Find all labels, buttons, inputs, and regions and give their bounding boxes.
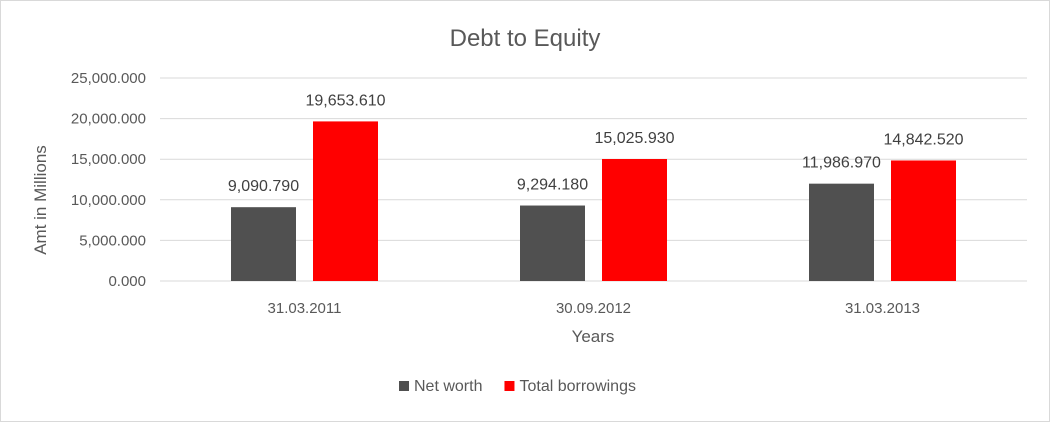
legend-swatch (399, 381, 409, 391)
legend: Net worth Total borrowings (399, 378, 636, 395)
chart-title: Debt to Equity (450, 25, 601, 52)
bar (891, 160, 956, 281)
bars (231, 121, 956, 281)
legend-swatch (504, 381, 515, 391)
bar (809, 183, 874, 281)
bar (520, 205, 585, 281)
y-tick-label: 25,000.000 (71, 70, 146, 87)
gridlines (160, 77, 1027, 282)
x-axis-ticks: 31.03.2011 30.09.2012 31.03.2013 (268, 300, 921, 317)
legend-label: Total borrowings (519, 378, 636, 395)
data-label: 15,025.930 (594, 130, 674, 147)
y-tick-label: 20,000.000 (71, 111, 146, 128)
y-tick-label: 5,000.000 (79, 232, 146, 249)
x-axis-title: Years (572, 327, 615, 346)
y-tick-label: 10,000.000 (71, 192, 146, 209)
x-tick-label: 30.09.2012 (556, 300, 631, 317)
x-tick-label: 31.03.2013 (845, 300, 920, 317)
bar (231, 207, 296, 281)
y-tick-label: 15,000.000 (71, 151, 146, 168)
data-label: 14,842.520 (883, 131, 963, 148)
y-axis-ticks: 0.000 5,000.000 10,000.000 15,000.000 20,000… (71, 70, 146, 290)
data-labels: 9,090.790 19,653.610 9,294.180 15,025.930 11… (228, 92, 964, 195)
x-tick-label: 31.03.2011 (268, 300, 342, 317)
data-label: 19,653.610 (305, 92, 385, 109)
y-axis-title: Amt in Millions (31, 145, 50, 255)
bar (313, 121, 378, 281)
y-tick-label: 0.000 (108, 273, 146, 290)
legend-label: Net worth (414, 378, 482, 395)
data-label: 9,294.180 (517, 177, 588, 194)
data-label: 9,090.790 (228, 178, 299, 195)
data-label: 11,986.970 (802, 155, 881, 172)
bar (602, 158, 667, 281)
